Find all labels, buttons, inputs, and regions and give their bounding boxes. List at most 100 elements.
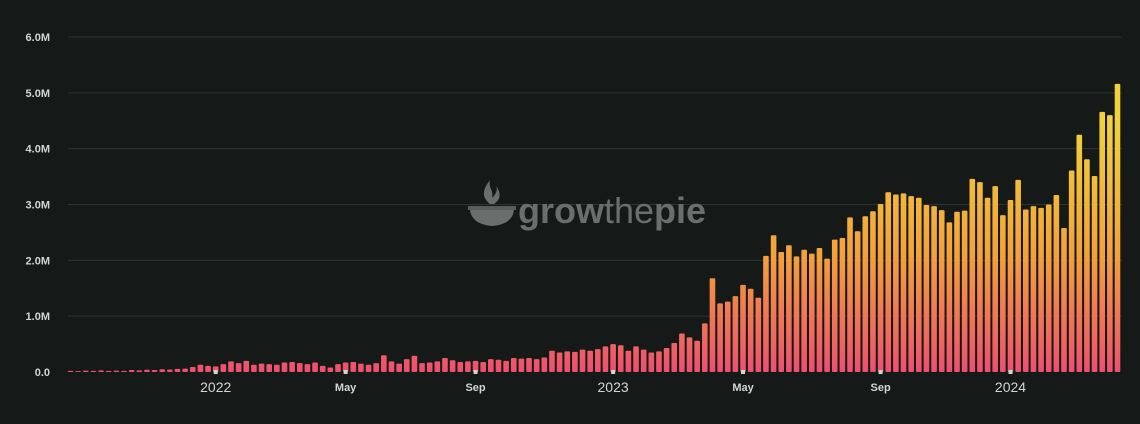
- bar[interactable]: [105, 370, 112, 372]
- bar[interactable]: [381, 355, 387, 372]
- bar[interactable]: [113, 370, 120, 372]
- bar[interactable]: [151, 370, 158, 372]
- bar[interactable]: [228, 361, 234, 372]
- bar[interactable]: [1068, 170, 1075, 372]
- bar[interactable]: [1015, 179, 1021, 372]
- bar[interactable]: [847, 217, 853, 372]
- bar[interactable]: [625, 350, 632, 372]
- bar[interactable]: [694, 340, 700, 372]
- bar[interactable]: [954, 211, 960, 372]
- bar[interactable]: [702, 323, 708, 372]
- bar[interactable]: [90, 370, 97, 372]
- bar[interactable]: [1084, 159, 1090, 372]
- bar[interactable]: [824, 258, 830, 372]
- bar[interactable]: [266, 364, 272, 372]
- bar[interactable]: [1053, 195, 1060, 372]
- bar[interactable]: [740, 284, 746, 372]
- bar[interactable]: [870, 211, 876, 372]
- bar[interactable]: [358, 363, 364, 373]
- bar[interactable]: [556, 352, 563, 372]
- bar[interactable]: [633, 346, 639, 372]
- bar[interactable]: [159, 369, 166, 372]
- bar[interactable]: [312, 362, 318, 372]
- bar[interactable]: [862, 216, 869, 372]
- bar[interactable]: [984, 197, 991, 372]
- bar[interactable]: [793, 256, 800, 372]
- bar[interactable]: [526, 358, 532, 372]
- bar[interactable]: [289, 361, 295, 372]
- bar[interactable]: [1022, 209, 1029, 372]
- bar[interactable]: [893, 194, 899, 372]
- bar[interactable]: [411, 355, 418, 372]
- bar[interactable]: [1107, 115, 1113, 373]
- bar[interactable]: [977, 182, 983, 372]
- bar[interactable]: [663, 347, 670, 372]
- bar[interactable]: [388, 361, 395, 372]
- bar[interactable]: [533, 359, 540, 372]
- bar[interactable]: [365, 364, 372, 372]
- bar[interactable]: [801, 249, 807, 372]
- bar[interactable]: [640, 349, 647, 372]
- bar[interactable]: [128, 370, 135, 372]
- bar[interactable]: [67, 370, 74, 372]
- bar[interactable]: [595, 349, 601, 372]
- bar[interactable]: [1076, 134, 1083, 372]
- bar[interactable]: [1038, 207, 1044, 372]
- bar[interactable]: [961, 210, 968, 372]
- bar[interactable]: [488, 359, 494, 372]
- bar[interactable]: [1045, 204, 1052, 373]
- bar[interactable]: [763, 255, 769, 372]
- bar[interactable]: [809, 253, 815, 372]
- bar[interactable]: [938, 210, 945, 372]
- bar[interactable]: [457, 361, 464, 372]
- bar[interactable]: [1000, 215, 1006, 372]
- bar[interactable]: [205, 365, 211, 372]
- bar[interactable]: [1099, 111, 1106, 372]
- bar[interactable]: [136, 370, 143, 372]
- bar[interactable]: [617, 345, 624, 372]
- bar[interactable]: [786, 245, 792, 372]
- bar[interactable]: [144, 369, 150, 372]
- bar[interactable]: [350, 361, 357, 372]
- bar[interactable]: [495, 359, 502, 372]
- bar[interactable]: [969, 178, 976, 372]
- bar[interactable]: [182, 368, 188, 372]
- bar[interactable]: [197, 364, 204, 372]
- bar[interactable]: [335, 364, 341, 372]
- bar[interactable]: [686, 337, 693, 372]
- bar[interactable]: [426, 362, 433, 372]
- bar[interactable]: [831, 239, 838, 372]
- bar[interactable]: [564, 351, 571, 372]
- bar[interactable]: [923, 205, 930, 372]
- bar[interactable]: [167, 369, 173, 372]
- bar[interactable]: [1091, 176, 1098, 372]
- bar[interactable]: [671, 342, 678, 372]
- bar[interactable]: [174, 368, 181, 372]
- bar[interactable]: [121, 370, 127, 372]
- bar[interactable]: [885, 192, 892, 372]
- bar[interactable]: [274, 364, 280, 372]
- bar[interactable]: [877, 203, 884, 372]
- bar[interactable]: [572, 351, 578, 372]
- bar[interactable]: [472, 360, 479, 372]
- bar[interactable]: [235, 363, 242, 372]
- bar[interactable]: [709, 278, 716, 372]
- bar[interactable]: [770, 235, 777, 372]
- bar[interactable]: [648, 352, 655, 372]
- bar[interactable]: [189, 366, 196, 372]
- bar[interactable]: [992, 186, 999, 372]
- bar[interactable]: [304, 364, 311, 372]
- bar[interactable]: [724, 301, 731, 372]
- bar[interactable]: [75, 371, 81, 372]
- bar[interactable]: [434, 361, 441, 372]
- bar[interactable]: [541, 357, 548, 372]
- bar[interactable]: [931, 206, 937, 372]
- bar[interactable]: [342, 362, 349, 372]
- bar[interactable]: [656, 351, 662, 372]
- bar[interactable]: [442, 358, 448, 372]
- bar[interactable]: [503, 360, 509, 372]
- bar[interactable]: [251, 364, 257, 372]
- bar[interactable]: [732, 296, 739, 372]
- bar[interactable]: [1030, 206, 1037, 372]
- bar[interactable]: [403, 359, 410, 372]
